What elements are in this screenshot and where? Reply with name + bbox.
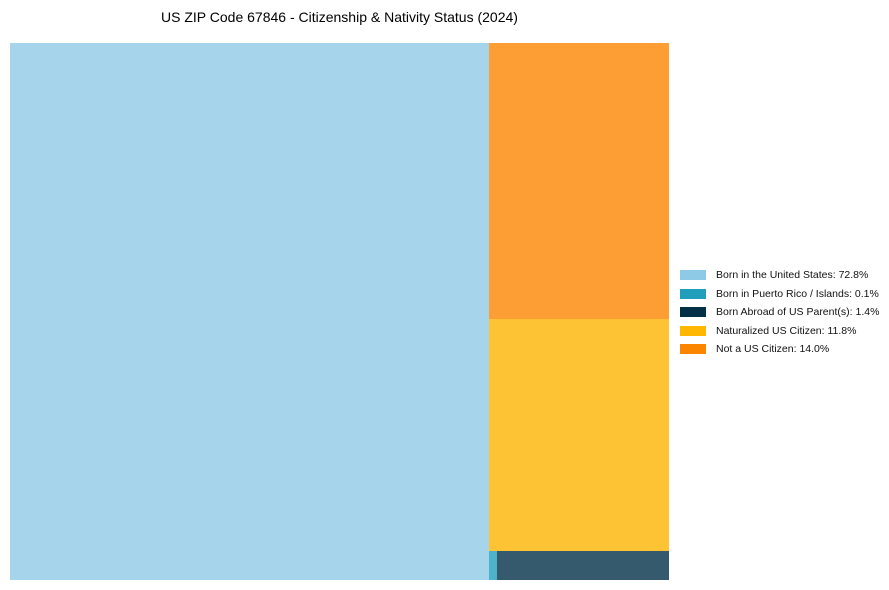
legend-swatch xyxy=(680,307,706,318)
treemap-cell-not-a-us-citizen xyxy=(489,43,669,319)
treemap-cell-born-in-us xyxy=(10,43,489,580)
legend-item-naturalized: Naturalized US Citizen: 11.8% xyxy=(680,322,879,341)
treemap xyxy=(10,43,669,580)
legend-label: Born in Puerto Rico / Islands: 0.1% xyxy=(716,287,879,300)
legend-item-born-in-puerto-rico: Born in Puerto Rico / Islands: 0.1% xyxy=(680,285,879,304)
chart-title: US ZIP Code 67846 - Citizenship & Nativi… xyxy=(161,9,518,25)
legend-swatch xyxy=(680,344,706,355)
legend-label: Not a US Citizen: 14.0% xyxy=(716,343,830,356)
legend-swatch xyxy=(680,288,706,299)
legend-label: Born in the United States: 72.8% xyxy=(716,269,869,282)
legend: Born in the United States: 72.8% Born in… xyxy=(680,266,879,359)
legend-swatch xyxy=(680,325,706,336)
treemap-cell-born-in-puerto-rico xyxy=(489,551,497,580)
legend-label: Born Abroad of US Parent(s): 1.4% xyxy=(716,306,880,319)
legend-label: Naturalized US Citizen: 11.8% xyxy=(716,324,857,337)
legend-item-born-in-us: Born in the United States: 72.8% xyxy=(680,266,879,285)
legend-item-not-citizen: Not a US Citizen: 14.0% xyxy=(680,340,879,359)
legend-item-born-abroad-us-parents: Born Abroad of US Parent(s): 1.4% xyxy=(680,303,879,322)
legend-swatch xyxy=(680,270,706,281)
treemap-cell-born-abroad-us-parents xyxy=(497,551,669,580)
treemap-cell-naturalized-us-citizen xyxy=(489,319,669,551)
